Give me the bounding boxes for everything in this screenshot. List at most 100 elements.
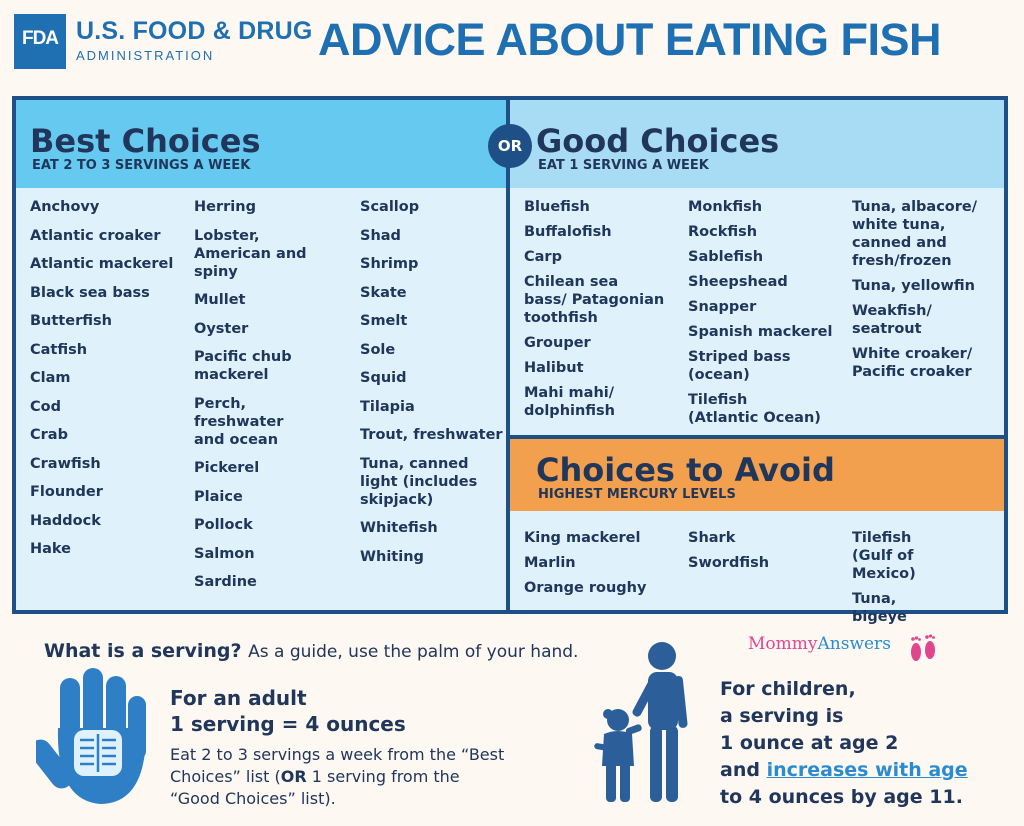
page-title: ADVICE ABOUT EATING FISH — [318, 14, 942, 65]
children-line-4: and increases with age — [720, 757, 968, 784]
children-line-2: a serving is — [720, 705, 844, 727]
avoid-list-col-1: King mackerel Marlin Orange roughy — [524, 529, 646, 604]
adult-desc-or: OR — [280, 767, 307, 786]
good-list-col-3: Tuna, albacore/white tuna, canned and fres… — [852, 198, 977, 388]
children-line-5: to 4 ounces by age 11. — [720, 786, 963, 808]
fish-list-item: Shrimp — [360, 256, 419, 272]
fish-list-item: Catfish — [30, 341, 88, 358]
fish-list-item: Clam — [30, 370, 71, 386]
fish-list-item: Snapper — [688, 299, 757, 315]
fish-list-item: Hake — [30, 541, 72, 557]
fish-list-item: Shark — [688, 530, 736, 546]
adult-heading: For an adult — [170, 686, 307, 710]
children-silhouette-icon — [594, 642, 688, 802]
serving-guide-text: As a guide, use the palm of your hand. — [248, 642, 579, 662]
good-choices-panel: Good Choices EAT 1 SERVING A WEEK Bluefi… — [510, 96, 1008, 439]
fish-list-item: Halibut — [524, 360, 584, 376]
good-list-col-1: Bluefish Buffalofish Carp Chilean sea bass/ … — [524, 198, 664, 427]
good-choices-subtitle: EAT 1 SERVING A WEEK — [538, 158, 709, 173]
fish-list-item: Swordfish — [688, 555, 770, 571]
fish-list-item: Flounder — [30, 484, 103, 500]
fish-list-item: Sheepshead — [688, 274, 788, 290]
fda-logo: FDA — [14, 14, 66, 69]
fish-list-item: Monkfish — [688, 199, 763, 215]
adult-desc-part-b: 1 serving from the “Good Choices” list). — [170, 767, 460, 808]
children-serving-text: For children, a serving is 1 ounce at ag… — [720, 676, 968, 811]
fish-list-item: Black sea bass — [30, 284, 150, 301]
avoid-panel: Choices to Avoid HIGHEST MERCURY LEVELS … — [510, 435, 1008, 625]
avoid-list-col-3: Tilefish (Gulf of Mexico) Tuna, bigeye — [852, 529, 916, 633]
adult-serving-size: 1 serving = 4 ounces — [170, 712, 406, 736]
brand-part-1: Mommy — [748, 634, 818, 654]
brand-part-2: Answers — [817, 634, 891, 654]
avoid-list-col-2: Shark Swordfish — [688, 529, 769, 579]
good-choices-header: Good Choices EAT 1 SERVING A WEEK — [510, 100, 1004, 188]
good-choices-title: Good Choices — [536, 122, 780, 160]
fish-list-item: Carp — [524, 249, 562, 265]
fish-list-item: King mackerel — [524, 530, 641, 546]
fish-list-item: Butterfish — [30, 313, 112, 329]
avoid-header: Choices to Avoid HIGHEST MERCURY LEVELS — [510, 439, 1004, 511]
fish-list-item: Crab — [30, 427, 68, 443]
fish-list-item: White croaker/Pacific croaker — [852, 346, 973, 380]
fish-list-item: Scallop — [360, 199, 420, 215]
fish-list-item: Tuna, yellowfin — [852, 278, 975, 294]
baby-feet-icon — [911, 634, 935, 661]
fish-list-item: Squid — [360, 370, 407, 386]
fish-list-item: Grouper — [524, 335, 591, 351]
fish-list-item: Chilean sea bass/ Patagonian toothfish — [524, 274, 665, 326]
best-choices-subtitle: EAT 2 TO 3 SERVINGS A WEEK — [32, 158, 251, 173]
serving-question-bold: What is a serving? — [44, 640, 242, 662]
fish-list-item: Perch, freshwater and ocean — [194, 395, 284, 448]
fish-list-item: Anchovy — [30, 199, 100, 215]
mommyanswers-logo: MommyAnswers — [748, 634, 891, 654]
avoid-title: Choices to Avoid — [536, 451, 835, 489]
avoid-subtitle: HIGHEST MERCURY LEVELS — [538, 487, 736, 502]
fish-list-item: Whitefish — [360, 520, 438, 536]
hand-icon — [36, 668, 147, 804]
fish-list-item: Tuna, albacore/white tuna, canned and fres… — [852, 199, 978, 269]
adult-desc-part-a: Eat 2 to 3 servings a week from the “Bes… — [170, 745, 505, 786]
adult-description: Eat 2 to 3 servings a week from the “Bes… — [170, 744, 510, 810]
fish-list-item: Tilefish (Atlantic Ocean) — [688, 392, 821, 426]
fish-list-item: Atlantic mackerel — [30, 256, 174, 272]
fish-list-item: Bluefish — [524, 199, 590, 215]
best-list-col-2: Herring Lobster, American and spiny Mullet Oy… — [194, 198, 307, 602]
good-list-col-2: Monkfish Rockfish Sablefish Sheepshead Snapp… — [688, 198, 832, 434]
fish-list-item: Smelt — [360, 313, 408, 329]
fish-list-item: Tilapia — [360, 398, 415, 415]
children-line-1: For children, — [720, 678, 856, 700]
best-choices-header: Best Choices EAT 2 TO 3 SERVINGS A WEEK — [16, 100, 506, 188]
fish-list-item: Pacific chub mackerel — [194, 349, 292, 383]
fish-list-item: Skate — [360, 284, 407, 301]
fish-list-item: Shad — [360, 227, 401, 244]
fish-list-item: Plaice — [194, 488, 243, 505]
fish-list-item: Trout, freshwater — [360, 427, 503, 443]
fish-list-item: Oyster — [194, 320, 249, 337]
best-list-col-1: Anchovy Atlantic croaker Atlantic mackerel… — [30, 198, 173, 569]
fish-list-item: Tuna, bigeye — [852, 591, 907, 625]
fish-list-item: Haddock — [30, 512, 101, 529]
fish-list-item: Orange roughy — [524, 580, 647, 596]
fish-list-item: Tilefish (Gulf of Mexico) — [852, 530, 916, 582]
fish-list-item: Herring — [194, 199, 256, 215]
fish-list-item: Striped bass (ocean) — [688, 349, 791, 383]
fish-list-item: Pickerel — [194, 460, 260, 476]
fish-list-item: Buffalofish — [524, 224, 612, 240]
best-choices-panel: Best Choices EAT 2 TO 3 SERVINGS A WEEK … — [12, 96, 510, 614]
fish-list-item: Rockfish — [688, 224, 758, 240]
serving-question: What is a serving? As a guide, use the p… — [44, 640, 578, 662]
agency-name: U.S. FOOD & DRUG — [76, 17, 313, 45]
fish-list-item: Tuna, canned light (includes skipjack) — [360, 455, 478, 508]
fish-list-item: Spanish mackerel — [688, 324, 833, 340]
fish-list-item: Pollock — [194, 517, 253, 533]
fish-list-item: Weakfish/seatrout — [852, 303, 932, 337]
fish-list-item: Mullet — [194, 292, 246, 308]
fish-list-item: Whiting — [360, 548, 424, 565]
agency-subtitle: ADMINISTRATION — [76, 48, 215, 63]
fish-list-item: Atlantic croaker — [30, 227, 161, 244]
fish-list-item: Sardine — [194, 574, 257, 590]
fish-list-item: Lobster, American and spiny — [194, 227, 307, 280]
children-line-4-prefix: and — [720, 759, 767, 781]
increases-with-age-link[interactable]: increases with age — [766, 759, 968, 781]
